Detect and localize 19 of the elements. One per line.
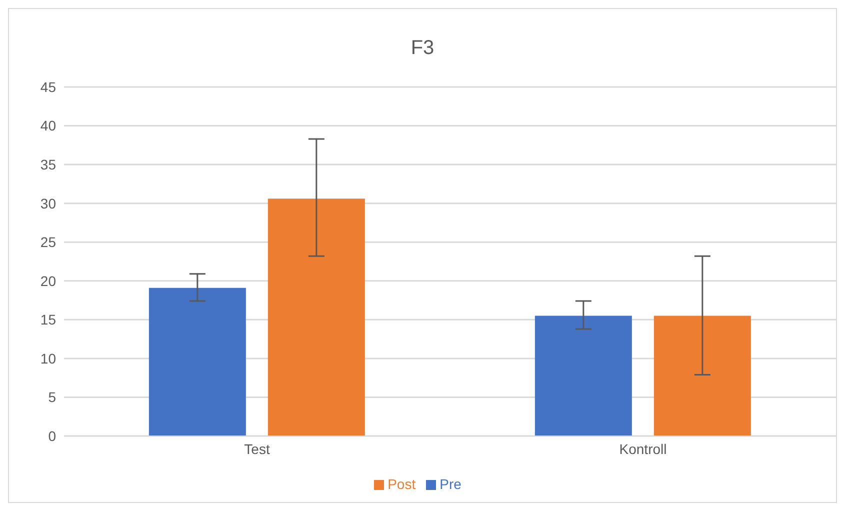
bar — [268, 198, 365, 436]
x-tick-label: Test — [244, 440, 270, 457]
legend-label: Post — [388, 476, 416, 492]
y-tick-label: 5 — [48, 389, 56, 406]
y-tick-label: 40 — [40, 118, 56, 134]
legend-label: Pre — [440, 476, 462, 492]
chart-title: F3 — [410, 36, 436, 61]
y-tick-label: 0 — [48, 428, 56, 444]
bar — [148, 288, 246, 436]
bar — [654, 316, 751, 436]
y-tick-label: 25 — [40, 234, 56, 250]
y-tick-label: 35 — [40, 156, 56, 173]
y-tick-label: 15 — [40, 312, 56, 328]
y-tick-label: 30 — [40, 195, 56, 212]
y-tick-label: 10 — [40, 350, 56, 366]
bar — [534, 316, 632, 436]
y-tick-label: 20 — [40, 272, 56, 289]
y-tick-label: 45 — [40, 78, 56, 95]
x-tick-label: Kontroll — [619, 440, 667, 457]
